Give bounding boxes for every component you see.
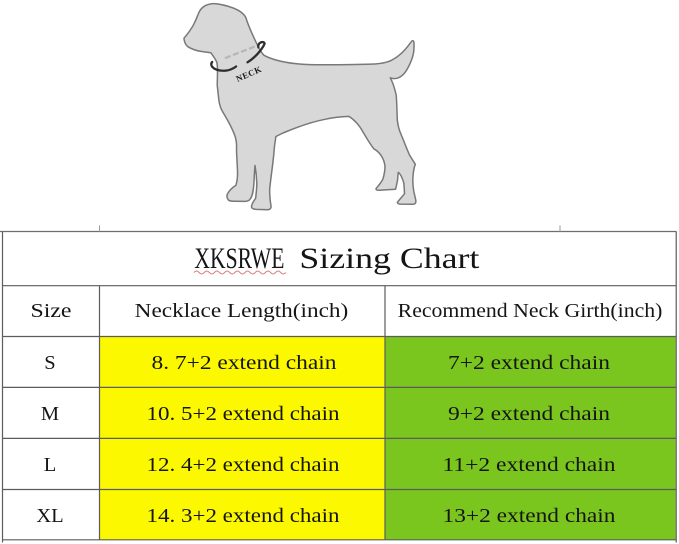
svg-text:XL: XL (36, 505, 63, 527)
svg-text:Size: Size (31, 300, 72, 322)
svg-text:14. 3+2 extend chain: 14. 3+2 extend chain (147, 505, 340, 527)
svg-text:Recommend Neck Girth(inch): Recommend Neck Girth(inch) (398, 300, 663, 322)
svg-text:10. 5+2 extend chain: 10. 5+2 extend chain (147, 403, 340, 425)
svg-text:Sizing Chart: Sizing Chart (299, 242, 480, 275)
svg-text:9+2 extend chain: 9+2 extend chain (448, 403, 610, 425)
svg-text:12. 4+2 extend chain: 12. 4+2 extend chain (147, 454, 340, 476)
svg-text:S: S (44, 352, 55, 374)
svg-text:13+2 extend chain: 13+2 extend chain (443, 505, 616, 527)
svg-text:8. 7+2 extend chain: 8. 7+2 extend chain (152, 352, 337, 374)
svg-text:Necklace Length(inch): Necklace Length(inch) (135, 300, 349, 322)
svg-text:L: L (44, 454, 57, 476)
svg-text:7+2 extend chain: 7+2 extend chain (448, 352, 610, 374)
svg-text:11+2 extend chain: 11+2 extend chain (443, 454, 616, 476)
svg-text:M: M (41, 403, 59, 425)
svg-text:XKSRWE: XKSRWE (194, 242, 284, 275)
